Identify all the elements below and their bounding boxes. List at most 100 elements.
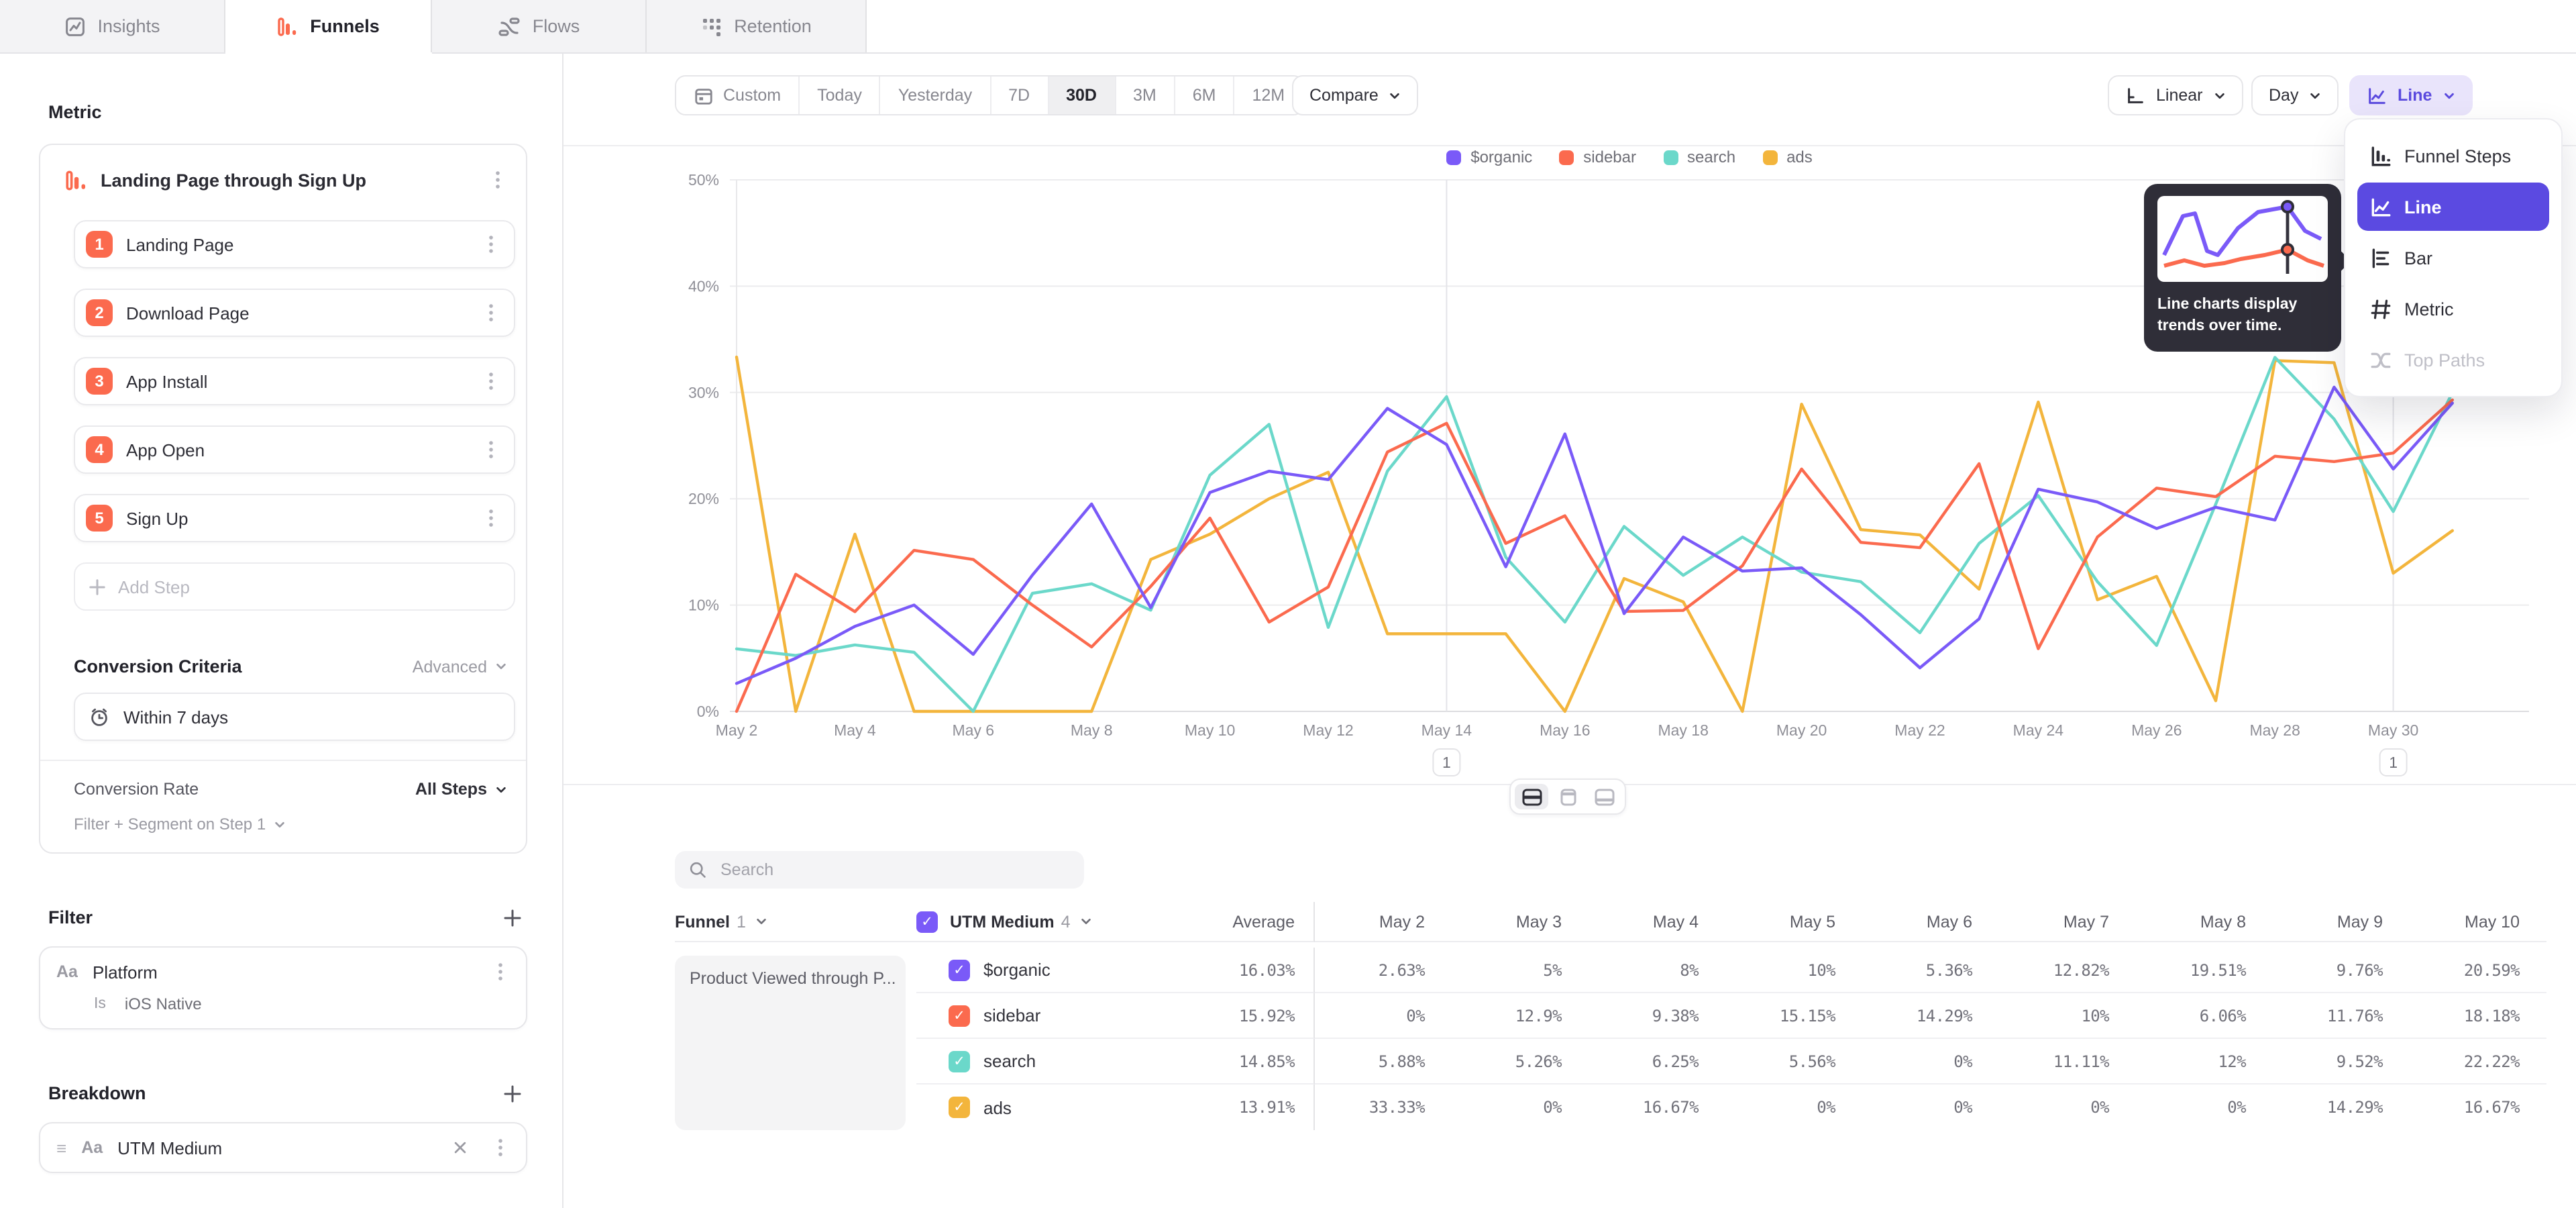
legend-item-search[interactable]: search xyxy=(1663,148,1735,166)
table-row-ads[interactable]: ✓ ads xyxy=(916,1085,1167,1130)
row-checkbox[interactable]: ✓ xyxy=(949,1005,970,1026)
filter-segment-step-dropdown[interactable]: Filter + Segment on Step 1 xyxy=(74,815,515,834)
tab-funnels[interactable]: Funnels xyxy=(225,0,432,52)
range-custom[interactable]: Custom xyxy=(676,77,800,114)
series-line-ads[interactable] xyxy=(735,355,2455,713)
svg-text:May 10: May 10 xyxy=(1185,721,1235,739)
funnel-metric-icon xyxy=(64,168,87,191)
step-kebab-icon[interactable] xyxy=(482,370,500,392)
menu-item-bar[interactable]: Bar xyxy=(2357,234,2549,282)
table-header-may-10[interactable]: May 10 xyxy=(2410,902,2546,942)
conversion-window-button[interactable]: Within 7 days xyxy=(74,693,515,741)
metric-panel: Landing Page through Sign Up 1 Landing Pa… xyxy=(39,144,527,854)
tab-retention[interactable]: Retention xyxy=(647,0,867,52)
table-header-may-7[interactable]: May 7 xyxy=(1999,902,2136,942)
funnel-step-5[interactable]: 5 Sign Up xyxy=(74,494,515,542)
row-checkbox[interactable]: ✓ xyxy=(949,1097,970,1118)
step-kebab-icon[interactable] xyxy=(482,439,500,460)
range-6m[interactable]: 6M xyxy=(1175,77,1235,114)
conversion-rate-label: Conversion Rate xyxy=(74,780,199,799)
table-row-organic[interactable]: ✓ $organic xyxy=(916,948,1167,993)
table-layout-compact-icon[interactable] xyxy=(1587,784,1621,809)
step-kebab-icon[interactable] xyxy=(482,234,500,255)
table-header-may-8[interactable]: May 8 xyxy=(2136,902,2273,942)
table-header-may-6[interactable]: May 6 xyxy=(1862,902,1999,942)
annotation-marker[interactable] xyxy=(1432,748,1461,776)
breakdown-property-name[interactable]: UTM Medium xyxy=(117,1138,223,1158)
row-value-may-5: 10% xyxy=(1725,948,1862,993)
tooltip-text: Line charts display trends over time. xyxy=(2157,297,2298,335)
remove-breakdown-icon[interactable] xyxy=(452,1140,468,1156)
table-row-sidebar[interactable]: ✓ sidebar xyxy=(916,993,1167,1039)
menu-item-label: Line xyxy=(2404,197,2442,217)
add-filter-button[interactable] xyxy=(503,908,522,927)
add-step-button[interactable]: Add Step xyxy=(74,562,515,611)
filter-operator[interactable]: Is xyxy=(94,996,106,1012)
row-label: $organic xyxy=(983,960,1051,980)
funnel-step-1[interactable]: 1 Landing Page xyxy=(74,220,515,268)
step-kebab-icon[interactable] xyxy=(482,507,500,529)
row-value-may-9: 14.29% xyxy=(2326,1098,2383,1117)
series-line-search[interactable] xyxy=(735,356,2455,713)
filter-kebab-icon[interactable] xyxy=(491,961,510,983)
menu-item-metric[interactable]: Metric xyxy=(2357,285,2549,333)
legend-item-sidebar[interactable]: sidebar xyxy=(1559,148,1636,166)
table-header-may-5[interactable]: May 5 xyxy=(1725,902,1862,942)
legend-label: search xyxy=(1687,148,1736,166)
range-7d[interactable]: 7D xyxy=(991,77,1049,114)
drag-handle-icon[interactable]: ≡ xyxy=(56,1138,67,1158)
chart-type-dropdown[interactable]: Line xyxy=(2349,75,2473,115)
table-header-may-4[interactable]: May 4 xyxy=(1589,902,1725,942)
search-input[interactable] xyxy=(718,859,1071,880)
header-checkbox[interactable]: ✓ xyxy=(916,911,938,932)
range-today[interactable]: Today xyxy=(800,77,881,114)
range-yesterday[interactable]: Yesterday xyxy=(880,77,991,114)
legend-item-ads[interactable]: ads xyxy=(1762,148,1813,166)
table-header-may-9[interactable]: May 9 xyxy=(2273,902,2410,942)
legend-item-organic[interactable]: $organic xyxy=(1446,148,1532,166)
table-layout-columns-icon[interactable] xyxy=(1551,784,1585,809)
conversion-criteria-mode-dropdown[interactable]: Advanced xyxy=(413,657,507,676)
funnel-step-2[interactable]: 2 Download Page xyxy=(74,289,515,337)
menu-item-label: Metric xyxy=(2404,299,2454,319)
scale-dropdown[interactable]: Linear xyxy=(2108,75,2243,115)
conversion-rate-dropdown[interactable]: All Steps xyxy=(415,780,507,799)
step-kebab-icon[interactable] xyxy=(482,302,500,323)
chart-canvas[interactable]: 0% 10% 20% 30% 40% 50% 1 1 May 2 May 4 May 6 May 8 M… xyxy=(671,158,2576,784)
funnel-step-4[interactable]: 4 App Open xyxy=(74,425,515,474)
menu-item-funnel-steps[interactable]: Funnel Steps xyxy=(2357,132,2549,180)
filter-property-name[interactable]: Platform xyxy=(92,962,158,982)
funnel-group-cell[interactable]: Product Viewed through P... xyxy=(675,956,906,1130)
filter-value[interactable]: iOS Native xyxy=(124,995,202,1013)
funnel-step-3[interactable]: 3 App Install xyxy=(74,357,515,405)
svg-text:May 22: May 22 xyxy=(1894,721,1945,739)
series-line-sidebar[interactable] xyxy=(735,398,2455,713)
menu-item-line[interactable]: Line xyxy=(2357,183,2549,231)
table-header-may-2[interactable]: May 2 xyxy=(1315,902,1452,942)
compare-button[interactable]: Compare xyxy=(1292,75,1419,115)
range-12m[interactable]: 12M xyxy=(1234,77,1303,114)
metric-kebab-icon[interactable] xyxy=(488,169,507,191)
table-layout-rows-icon[interactable] xyxy=(1515,784,1548,809)
range-30d[interactable]: 30D xyxy=(1049,77,1116,114)
annotation-marker[interactable] xyxy=(2379,748,2408,776)
table-header-may-3[interactable]: May 3 xyxy=(1452,902,1589,942)
calendar-icon xyxy=(694,85,714,105)
row-value-may-9: 9.52% xyxy=(2273,1039,2410,1085)
interval-dropdown[interactable]: Day xyxy=(2251,75,2339,115)
table-header-funnel[interactable]: Funnel 1 xyxy=(675,902,916,942)
row-checkbox[interactable]: ✓ xyxy=(949,959,970,980)
table-header-breakdown[interactable]: ✓ UTM Medium 4 xyxy=(916,902,1167,942)
row-checkbox[interactable]: ✓ xyxy=(949,1050,970,1072)
range-label: 6M xyxy=(1192,86,1216,105)
chevron-down-icon xyxy=(755,915,767,927)
series-line-organic[interactable] xyxy=(735,385,2455,685)
range-3m[interactable]: 3M xyxy=(1116,77,1175,114)
table-header-average[interactable]: Average xyxy=(1167,902,1315,942)
breakdown-kebab-icon[interactable] xyxy=(491,1137,510,1158)
tab-insights[interactable]: Insights xyxy=(0,0,225,52)
table-row-search[interactable]: ✓ search xyxy=(916,1039,1167,1085)
tab-flows[interactable]: Flows xyxy=(432,0,647,52)
add-breakdown-button[interactable] xyxy=(503,1084,522,1103)
svg-text:May 28: May 28 xyxy=(2249,721,2300,739)
